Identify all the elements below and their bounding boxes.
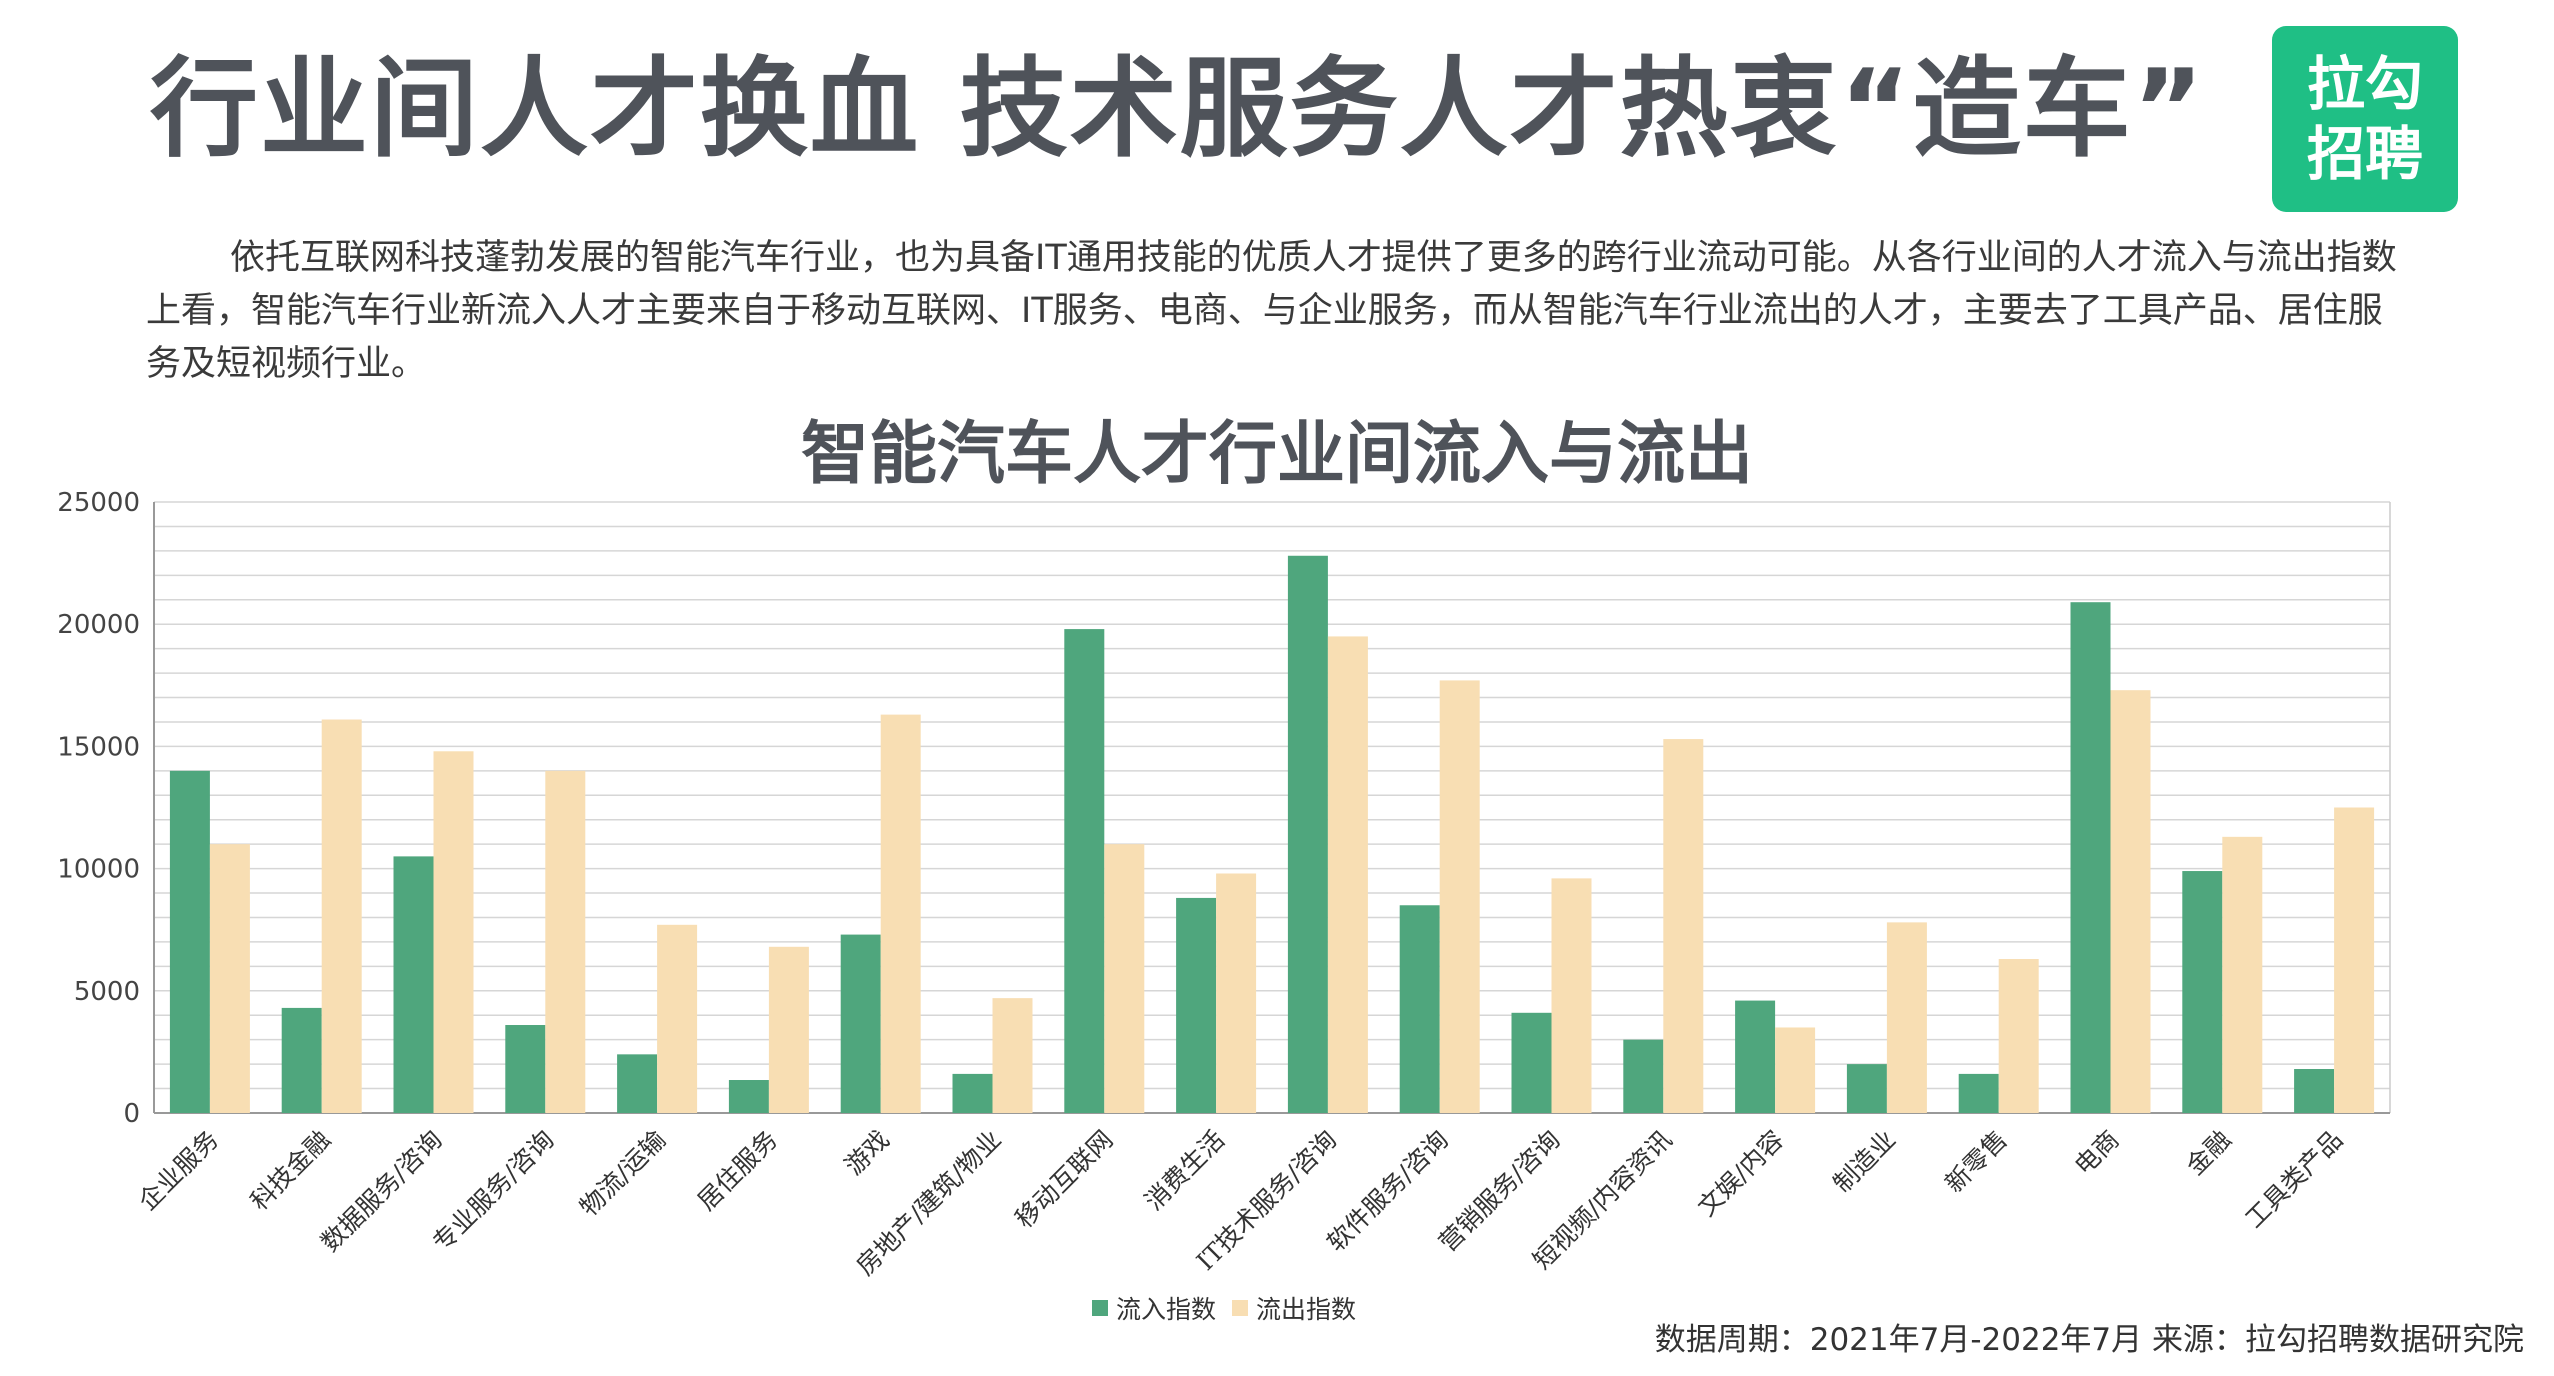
logo-text-line1: 拉勾: [2306, 50, 2423, 118]
legend-label: 流入指数: [1116, 1295, 1216, 1324]
bar-inflow: [1958, 1073, 1999, 1113]
chart-title: 智能汽车人才行业间流入与流出: [800, 415, 1753, 494]
page-title: 行业间人才换血 技术服务人才热衷“造车”: [150, 47, 2206, 172]
x-tick-label: 消费生活: [1139, 1125, 1230, 1216]
bar-inflow: [1735, 1000, 1776, 1113]
bar-inflow: [728, 1080, 769, 1113]
bar-inflow: [1623, 1039, 1664, 1113]
x-tick-label: 游戏: [839, 1125, 895, 1181]
bar-inflow: [1846, 1064, 1887, 1113]
bar-inflow: [1064, 629, 1105, 1113]
bar-outflow: [768, 946, 809, 1113]
x-tick-label: 移动互联网: [1010, 1125, 1119, 1234]
x-tick-label: 电商: [2069, 1125, 2125, 1181]
bar-outflow: [321, 719, 362, 1113]
bar-outflow: [1886, 922, 1927, 1113]
bar-outflow: [1551, 878, 1592, 1113]
bar-inflow: [1176, 897, 1217, 1113]
x-tick-label: 企业服务: [133, 1125, 224, 1216]
y-tick-label: 0: [123, 1099, 140, 1129]
intro-paragraph: 依托互联网科技蓬勃发展的智能汽车行业，也为具备IT通用技能的优质人才提供了更多的…: [146, 238, 2397, 384]
bar-inflow: [1511, 1012, 1552, 1113]
bar-outflow: [1439, 680, 1480, 1113]
y-tick-label: 25000: [57, 488, 140, 518]
bar-outflow: [2110, 690, 2151, 1113]
bar-outflow: [1327, 636, 1368, 1113]
legend-label: 流出指数: [1256, 1295, 1356, 1324]
bar-inflow: [617, 1054, 658, 1113]
x-tick-label: 工具类产品: [2239, 1125, 2348, 1234]
bar-outflow: [2334, 807, 2375, 1113]
bar-outflow: [1998, 959, 2039, 1113]
logo-text-line2: 招聘: [2306, 120, 2423, 188]
x-tick-label: 物流/运输: [574, 1125, 671, 1222]
bar-outflow: [1216, 873, 1257, 1113]
x-tick-label: 文娱/内容: [1692, 1125, 1789, 1222]
lagou-logo: 拉勾 招聘: [2272, 26, 2458, 212]
x-tick-label: 制造业: [1828, 1125, 1902, 1199]
bar-inflow: [505, 1025, 546, 1113]
bar-inflow: [2294, 1069, 2335, 1113]
bar-inflow: [840, 934, 881, 1113]
bar-outflow: [1775, 1027, 1816, 1113]
x-tick-label: 新零售: [1939, 1125, 2013, 1199]
y-tick-label: 5000: [74, 977, 140, 1007]
legend-swatch: [1232, 1300, 1248, 1316]
legend-swatch: [1092, 1300, 1108, 1316]
bar-inflow: [1287, 555, 1328, 1113]
bar-outflow: [880, 714, 921, 1113]
bar-inflow: [952, 1073, 993, 1113]
bar-inflow: [393, 856, 434, 1113]
x-tick-label: 金融: [2181, 1125, 2237, 1181]
y-tick-label: 10000: [57, 855, 140, 885]
bar-outflow: [433, 751, 474, 1113]
bar-inflow: [169, 770, 210, 1113]
bar-outflow: [1663, 739, 1704, 1113]
bar-outflow: [1104, 844, 1145, 1113]
data-source-note: 数据周期：2021年7月-2022年7月 来源：拉勾招聘数据研究院: [1654, 1322, 2524, 1358]
bar-outflow: [545, 770, 586, 1113]
bar-inflow: [2182, 871, 2223, 1113]
bar-inflow: [281, 1007, 322, 1113]
bar-inflow: [1399, 905, 1440, 1113]
bar-inflow: [2070, 602, 2111, 1113]
x-tick-label: 居住服务: [692, 1125, 783, 1216]
bar-outflow: [209, 844, 250, 1113]
y-tick-label: 20000: [57, 610, 140, 640]
bar-outflow: [992, 998, 1033, 1113]
bar-outflow: [657, 924, 698, 1113]
bar-outflow: [2222, 836, 2263, 1113]
x-tick-label: 科技金融: [245, 1125, 336, 1216]
y-tick-label: 15000: [57, 732, 140, 762]
